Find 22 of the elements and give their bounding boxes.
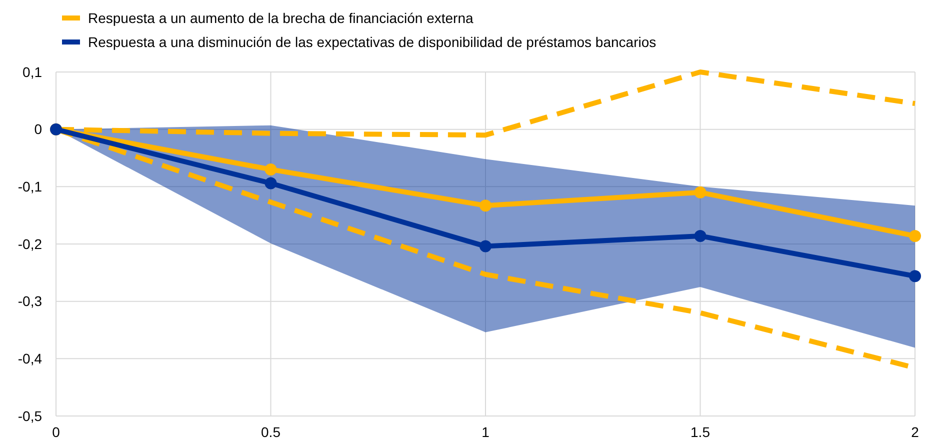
x-tick-label: 0: [52, 424, 60, 440]
y-tick-label: 0,1: [22, 64, 42, 80]
y-tick-label: -0,1: [18, 178, 42, 195]
point: [264, 177, 277, 190]
legend-label: Respuesta a una disminución de las expectativas de disponibilidad de préstamos bancarios: [88, 34, 656, 50]
y-tick-label: -0,3: [18, 293, 42, 310]
y-tick-label: -0,2: [18, 236, 42, 252]
y-tick-label: -0,5: [18, 408, 42, 424]
point: [480, 240, 492, 252]
point: [909, 230, 921, 242]
point: [694, 230, 706, 242]
point: [694, 186, 706, 198]
x-tick-label: 1.5: [690, 424, 710, 440]
point: [480, 200, 492, 212]
x-tick-label: 2: [911, 424, 920, 440]
legend-label: Respuesta a un aumento de la brecha de financiación externa: [88, 10, 474, 26]
x-tick-label: 0.5: [261, 424, 281, 440]
x-tick-label: 1: [482, 424, 490, 440]
y-tick-label: -0,4: [18, 350, 42, 367]
point: [909, 270, 921, 282]
y-tick-label: 0: [34, 121, 42, 138]
point: [264, 163, 277, 176]
